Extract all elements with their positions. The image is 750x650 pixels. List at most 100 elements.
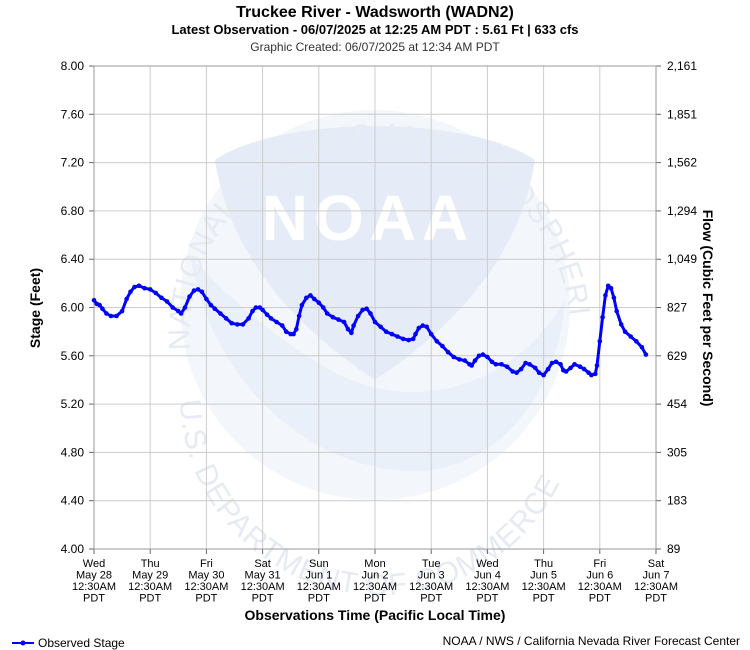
data-point	[518, 366, 524, 372]
y2-tick-label: 89	[667, 542, 681, 556]
x-tick-label: Mon Jun 2 12:30AM PDT	[353, 558, 397, 605]
x-tick-label: Thu Jun 5 12:30AM PDT	[522, 558, 566, 605]
x-tick-line: Jun 3	[418, 570, 445, 582]
x-axis-label: Observations Time (Pacific Local Time)	[245, 607, 506, 623]
x-tick-line: 12:30AM	[128, 581, 172, 593]
y-tick-label: 6.40	[61, 252, 85, 266]
y-tick-label: 8.00	[61, 59, 85, 73]
data-point	[250, 308, 255, 314]
data-point	[553, 359, 559, 365]
x-tick-line: 12:30AM	[297, 581, 341, 593]
y2-axis-ticks: 89 183 305 454 629 827 1,049 1,294 1,562 1,851 2,1…	[656, 59, 697, 556]
data-point	[462, 358, 468, 363]
data-point	[634, 339, 639, 344]
data-point	[253, 305, 259, 310]
data-point	[593, 371, 598, 377]
plot-frame	[93, 65, 657, 550]
x-tick-line: Wed	[476, 558, 498, 570]
data-point	[597, 339, 603, 344]
data-point	[493, 362, 499, 367]
data-point	[260, 307, 265, 313]
x-tick-line: Thu	[141, 558, 160, 570]
y2-tick-label: 827	[667, 301, 687, 315]
data-point	[304, 295, 309, 301]
data-point	[104, 311, 109, 316]
x-tick-line: 12:30AM	[409, 581, 453, 593]
data-point	[91, 298, 97, 303]
x-tick-line: 12:30AM	[241, 581, 285, 593]
data-point	[153, 290, 159, 296]
data-point	[428, 331, 434, 337]
data-point	[124, 296, 129, 302]
data-point	[577, 364, 583, 370]
data-point	[97, 302, 102, 308]
x-tick-line: 12:30AM	[465, 581, 509, 593]
data-point	[368, 311, 373, 316]
data-point	[480, 352, 486, 357]
x-tick-line: May 31	[245, 570, 281, 582]
x-tick-label: Wed Jun 4 12:30AM PDT	[465, 558, 509, 605]
data-point	[639, 345, 645, 350]
data-point	[182, 305, 188, 310]
chart-title: Truckee River - Wadsworth (WADN2)	[236, 4, 514, 21]
data-point	[274, 319, 279, 325]
x-tick-line: PDT	[83, 593, 105, 605]
data-point	[136, 283, 142, 289]
data-point	[499, 362, 504, 367]
data-point	[195, 287, 201, 292]
x-tick-line: 12:30AM	[522, 581, 566, 593]
data-point	[330, 314, 336, 320]
data-point	[410, 336, 416, 342]
data-point	[351, 323, 356, 328]
data-point	[223, 316, 229, 321]
data-point	[434, 339, 440, 344]
x-tick-line: 12:30AM	[353, 581, 397, 593]
x-tick-line: Jun 6	[586, 570, 613, 582]
data-point	[235, 322, 240, 327]
y2-tick-label: 454	[667, 397, 687, 411]
x-tick-line: Jun 2	[362, 570, 389, 582]
y2-tick-label: 1,049	[667, 252, 697, 266]
data-point	[424, 324, 430, 330]
data-point	[476, 353, 482, 359]
data-point	[240, 322, 246, 327]
data-point	[451, 354, 457, 360]
x-tick-line: Sat	[648, 558, 665, 570]
data-point	[164, 299, 170, 304]
data-point	[246, 316, 251, 321]
data-point	[345, 326, 351, 332]
x-tick-label: Sun Jun 1 12:30AM PDT	[297, 558, 341, 605]
legend-marker	[20, 640, 26, 646]
data-point	[611, 295, 617, 301]
x-tick-label: Fri May 30 12:30AM PDT	[184, 558, 228, 605]
data-point	[283, 329, 289, 335]
data-point	[541, 372, 546, 378]
data-point	[416, 325, 422, 331]
chart-subtitle: Latest Observation - 06/07/2025 at 12:25…	[171, 22, 578, 37]
y2-tick-label: 305	[667, 445, 687, 459]
data-point	[413, 331, 418, 337]
data-point	[594, 363, 600, 368]
data-point	[504, 364, 510, 370]
data-point	[299, 302, 305, 308]
data-point	[291, 331, 296, 337]
data-point	[208, 302, 214, 308]
data-point	[527, 362, 532, 367]
data-point	[336, 317, 341, 322]
x-tick-line: PDT	[139, 593, 161, 605]
data-point	[485, 354, 490, 360]
x-tick-label: Sat May 31 12:30AM PDT	[241, 558, 285, 605]
data-point	[643, 352, 649, 357]
data-point	[170, 305, 175, 310]
data-point	[349, 330, 354, 336]
data-point	[268, 316, 274, 321]
y-axis-ticks: 4.00 4.40 4.80 5.20 5.60 6.00 6.40 6.80 7.20 7.60…	[61, 59, 94, 556]
data-point	[204, 296, 209, 302]
data-point	[545, 366, 551, 372]
y-tick-label: 7.60	[61, 107, 85, 121]
x-tick-line: PDT	[533, 593, 555, 605]
data-point	[523, 360, 528, 366]
y-tick-label: 4.00	[61, 542, 85, 556]
